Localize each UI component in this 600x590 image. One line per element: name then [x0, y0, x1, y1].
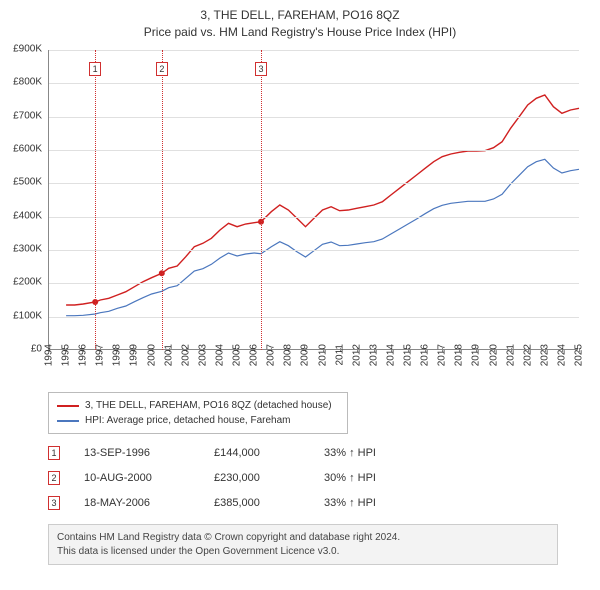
x-axis-label: 1997	[95, 344, 106, 366]
title-address: 3, THE DELL, FAREHAM, PO16 8QZ	[0, 8, 600, 22]
y-axis-label: £800K	[0, 77, 42, 88]
y-axis-label: £300K	[0, 244, 42, 255]
sale-event-marker: 3	[255, 62, 267, 76]
sale-date-2: 10-AUG-2000	[84, 472, 214, 484]
legend-box: 3, THE DELL, FAREHAM, PO16 8QZ (detached…	[48, 392, 348, 434]
sale-marker-2: 2	[48, 471, 60, 485]
sale-diff-3: 33% ↑ HPI	[324, 497, 414, 509]
sale-row-2: 2 10-AUG-2000 £230,000 30% ↑ HPI	[48, 465, 558, 490]
footer-attribution: Contains HM Land Registry data © Crown c…	[48, 524, 558, 565]
gridline	[49, 50, 579, 51]
x-axis-label: 2005	[232, 344, 243, 366]
sale-event-marker: 2	[156, 62, 168, 76]
x-axis-label: 2022	[522, 344, 533, 366]
x-axis-label: 2018	[454, 344, 465, 366]
gridline	[49, 150, 579, 151]
y-axis-label: £900K	[0, 44, 42, 55]
x-axis-label: 2025	[574, 344, 585, 366]
legend-label-hpi: HPI: Average price, detached house, Fare…	[85, 415, 291, 426]
sale-diff-1: 33% ↑ HPI	[324, 447, 414, 459]
y-axis-label: £500K	[0, 177, 42, 188]
y-axis-label: £700K	[0, 110, 42, 121]
sale-marker-1: 1	[48, 446, 60, 460]
plot-area: £0£100K£200K£300K£400K£500K£600K£700K£80…	[48, 50, 578, 350]
x-axis-label: 2016	[420, 344, 431, 366]
gridline	[49, 317, 579, 318]
x-axis-label: 2000	[146, 344, 157, 366]
legend-swatch-property	[57, 405, 79, 407]
y-axis-label: £100K	[0, 310, 42, 321]
gridline	[49, 117, 579, 118]
x-axis-label: 2001	[163, 344, 174, 366]
chart-area: £0£100K£200K£300K£400K£500K£600K£700K£80…	[48, 50, 578, 350]
x-axis-label: 1999	[129, 344, 140, 366]
chart-titles: 3, THE DELL, FAREHAM, PO16 8QZ Price pai…	[0, 0, 600, 39]
footer-line2: This data is licensed under the Open Gov…	[57, 545, 549, 559]
x-axis-label: 2006	[249, 344, 260, 366]
legend-swatch-hpi	[57, 420, 79, 422]
legend-item-property: 3, THE DELL, FAREHAM, PO16 8QZ (detached…	[57, 398, 339, 413]
sale-price-2: £230,000	[214, 472, 324, 484]
sale-date-1: 13-SEP-1996	[84, 447, 214, 459]
sale-diff-2: 30% ↑ HPI	[324, 472, 414, 484]
gridline	[49, 283, 579, 284]
x-axis-label: 2023	[539, 344, 550, 366]
x-axis-label: 2017	[437, 344, 448, 366]
legend-item-hpi: HPI: Average price, detached house, Fare…	[57, 413, 339, 428]
x-axis-label: 2012	[351, 344, 362, 366]
sale-event-line	[261, 50, 262, 350]
x-axis-label: 2008	[283, 344, 294, 366]
x-axis-label: 2015	[403, 344, 414, 366]
x-axis-label: 2004	[214, 344, 225, 366]
x-axis-label: 2013	[368, 344, 379, 366]
line-series-svg	[49, 50, 579, 350]
sale-date-3: 18-MAY-2006	[84, 497, 214, 509]
x-axis-label: 2002	[180, 344, 191, 366]
x-axis-label: 2011	[334, 344, 345, 366]
y-axis-label: £600K	[0, 144, 42, 155]
sale-event-line	[95, 50, 96, 350]
gridline	[49, 83, 579, 84]
x-axis-label: 2019	[471, 344, 482, 366]
x-axis-label: 2014	[385, 344, 396, 366]
sales-table: 1 13-SEP-1996 £144,000 33% ↑ HPI 2 10-AU…	[48, 440, 558, 515]
gridline	[49, 250, 579, 251]
y-axis-label: £200K	[0, 277, 42, 288]
legend-label-property: 3, THE DELL, FAREHAM, PO16 8QZ (detached…	[85, 400, 332, 411]
sale-marker-3: 3	[48, 496, 60, 510]
x-axis-label: 1995	[61, 344, 72, 366]
x-axis-label: 2010	[317, 344, 328, 366]
x-axis-label: 2020	[488, 344, 499, 366]
sale-price-1: £144,000	[214, 447, 324, 459]
y-axis-label: £400K	[0, 210, 42, 221]
gridline	[49, 183, 579, 184]
sale-price-3: £385,000	[214, 497, 324, 509]
x-axis-label: 2009	[300, 344, 311, 366]
x-axis-label: 2024	[556, 344, 567, 366]
gridline	[49, 217, 579, 218]
series-property	[66, 95, 579, 305]
x-axis-label: 2007	[266, 344, 277, 366]
sale-row-3: 3 18-MAY-2006 £385,000 33% ↑ HPI	[48, 490, 558, 515]
footer-line1: Contains HM Land Registry data © Crown c…	[57, 531, 549, 545]
sale-event-line	[162, 50, 163, 350]
sale-event-marker: 1	[89, 62, 101, 76]
sale-row-1: 1 13-SEP-1996 £144,000 33% ↑ HPI	[48, 440, 558, 465]
x-axis-label: 2003	[197, 344, 208, 366]
x-axis-label: 2021	[505, 344, 516, 366]
x-axis-label: 1998	[112, 344, 123, 366]
y-axis-label: £0	[0, 344, 42, 355]
x-axis-label: 1994	[44, 344, 55, 366]
x-axis-label: 1996	[78, 344, 89, 366]
title-subtitle: Price paid vs. HM Land Registry's House …	[0, 25, 600, 39]
